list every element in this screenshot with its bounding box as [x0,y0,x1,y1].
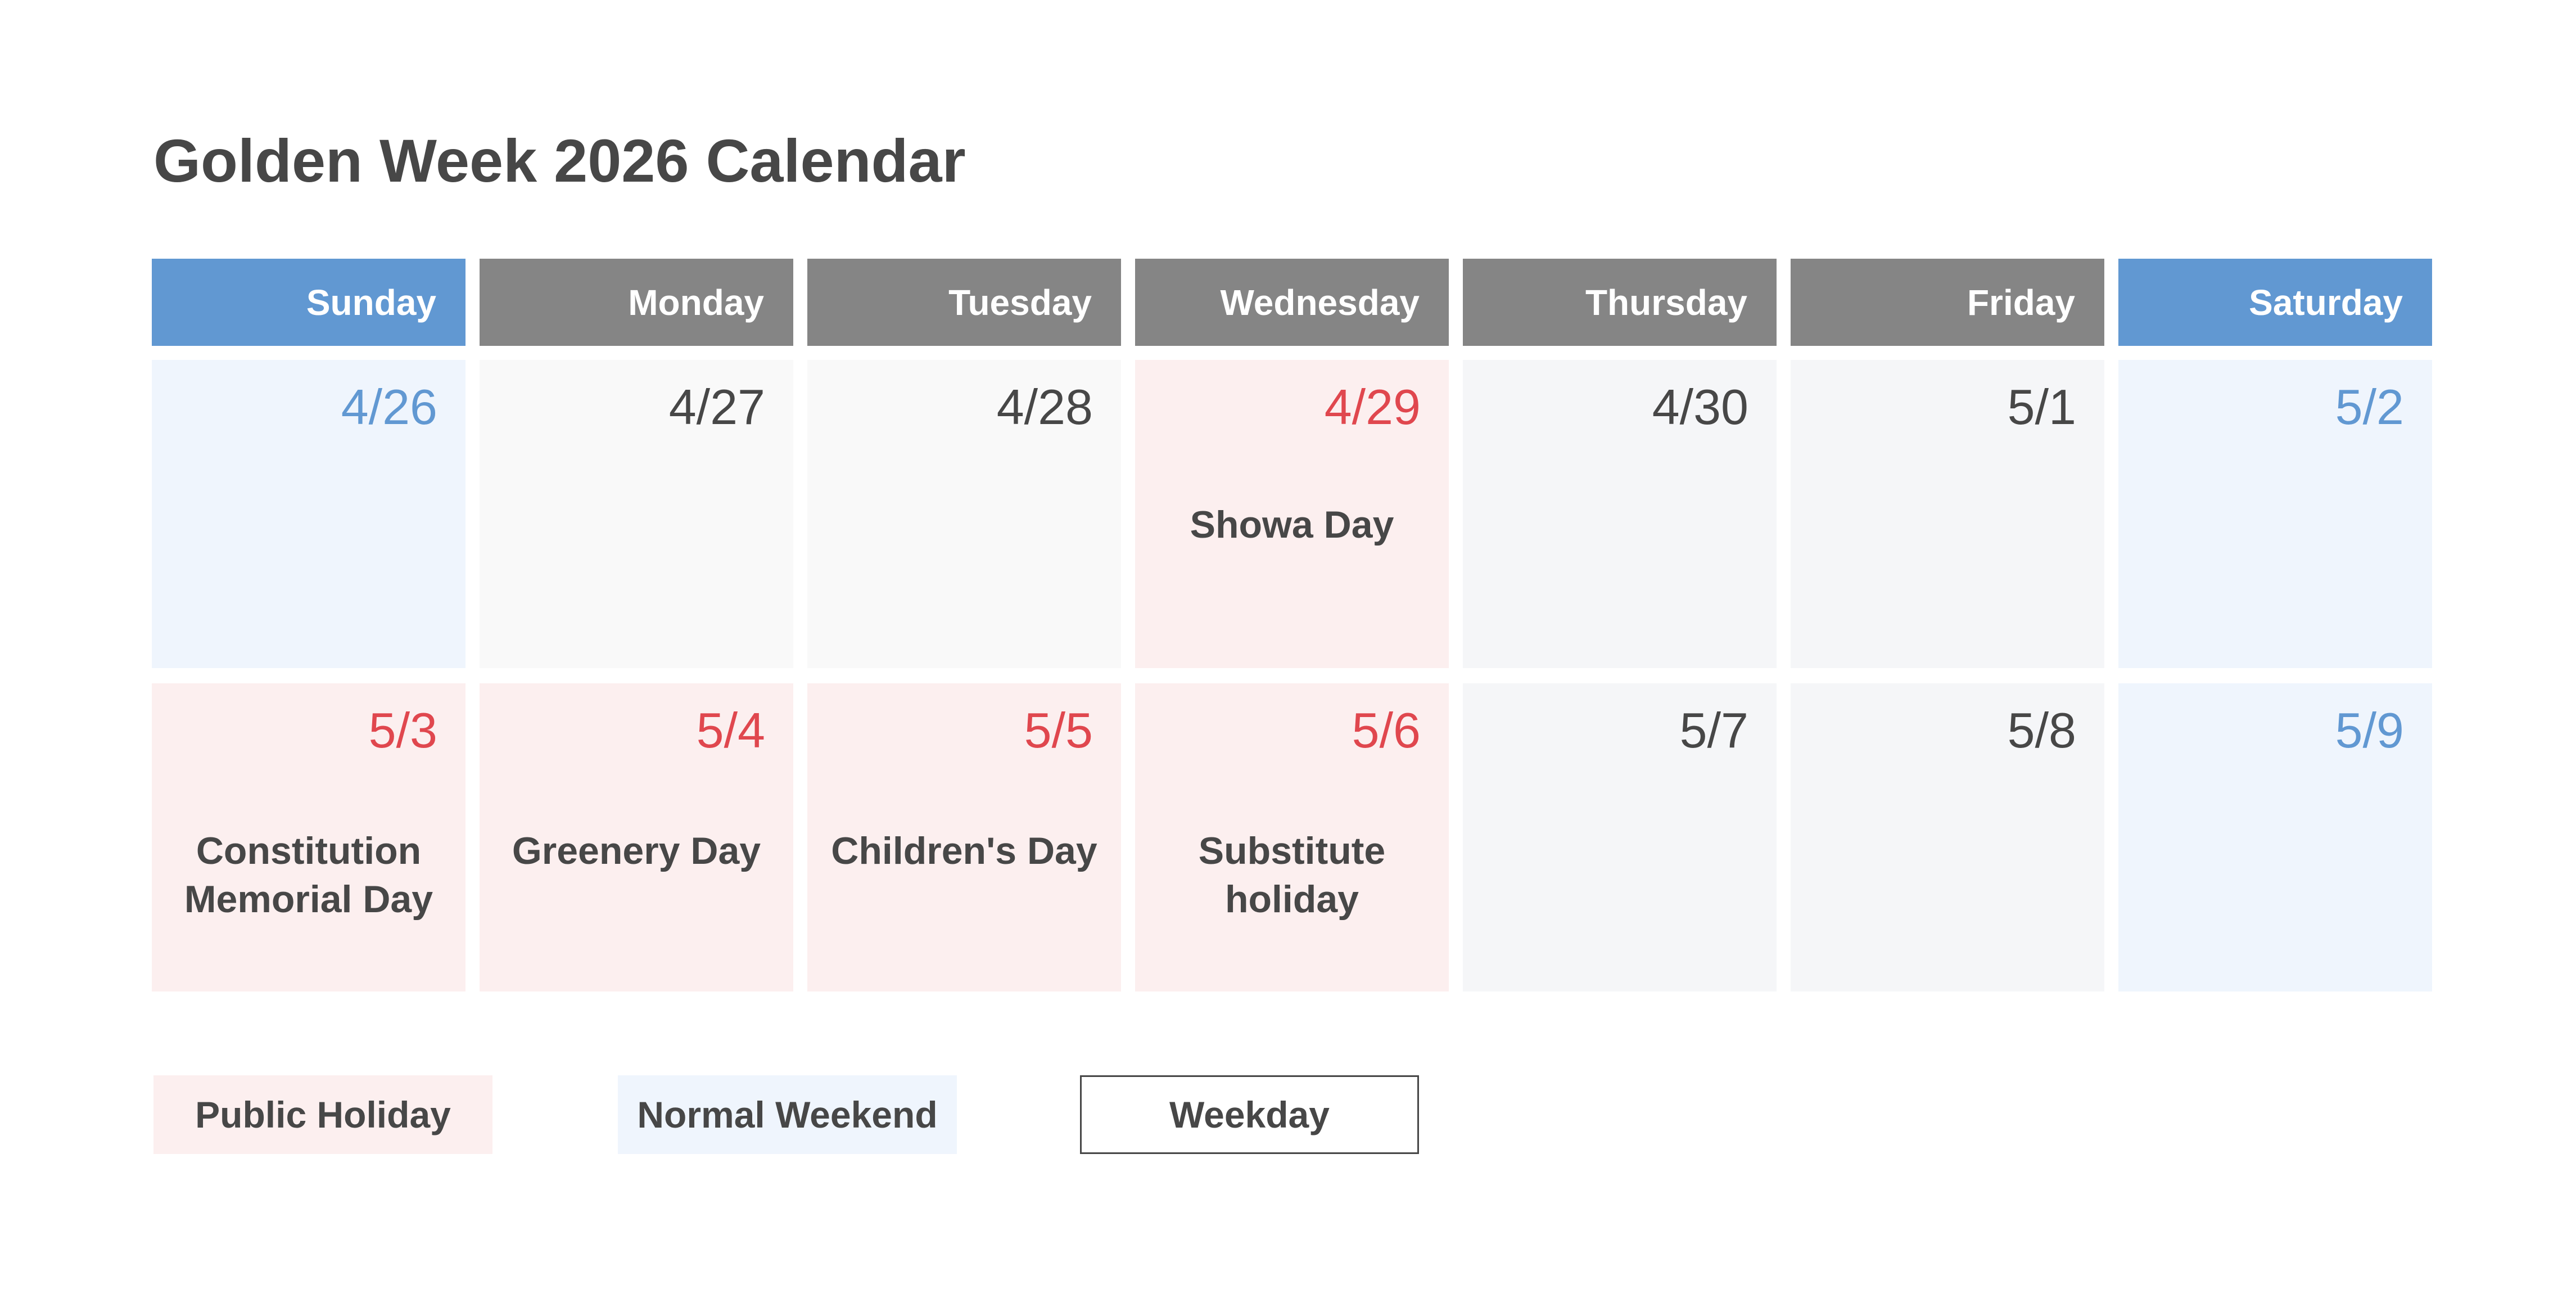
day-date: 5/5 [1024,702,1093,758]
day-cell: 4/30 [1463,360,1777,668]
header-saturday: Saturday [2118,259,2432,346]
day-date: 4/29 [1324,379,1421,435]
day-cell: 5/2 [2118,360,2432,668]
day-cell: 4/29 Showa Day [1135,360,1449,668]
day-cell: 5/7 [1463,683,1777,991]
day-date: 5/1 [2007,379,2076,435]
day-cell: 4/27 [480,360,793,668]
day-date: 5/8 [2007,702,2076,758]
day-cell: 5/4 Greenery Day [480,683,793,991]
day-cell: 4/26 [152,360,466,668]
day-date: 5/7 [1679,702,1748,758]
day-cell: 5/8 [1791,683,2104,991]
page-title: Golden Week 2026 Calendar [153,127,966,195]
holiday-name: Showa Day [1190,503,1394,546]
header-monday: Monday [480,259,793,346]
day-date: 4/30 [1652,379,1748,435]
legend-weekday: Weekday [1080,1075,1419,1154]
holiday-name: Greenery Day [512,830,761,872]
day-date: 4/26 [341,379,437,435]
weekday-header-row: Sunday Monday Tuesday Wednesday Thursday… [152,259,2432,346]
holiday-name: Substitute holiday [1198,830,1386,921]
day-cell: 5/9 [2118,683,2432,991]
header-wednesday: Wednesday [1135,259,1449,346]
day-date: 5/6 [1352,702,1421,758]
header-friday: Friday [1791,259,2104,346]
header-sunday: Sunday [152,259,466,346]
holiday-name: Children's Day [831,830,1097,872]
day-date: 4/27 [668,379,765,435]
day-cell: 5/1 [1791,360,2104,668]
legend-normal-weekend: Normal Weekend [618,1075,957,1154]
day-cell: 5/3 Constitution Memorial Day [152,683,466,991]
holiday-name: Constitution Memorial Day [184,830,433,921]
legend-public-holiday: Public Holiday [153,1075,492,1154]
day-date: 5/2 [2335,379,2404,435]
header-tuesday: Tuesday [807,259,1121,346]
day-date: 5/9 [2335,702,2404,758]
day-cell: 5/5 Children's Day [807,683,1121,991]
week-row-1: 4/26 4/27 4/28 4/29 Showa Day 4/30 5/1 5… [152,360,2432,668]
header-thursday: Thursday [1463,259,1777,346]
day-cell: 4/28 [807,360,1121,668]
day-date: 5/4 [696,702,765,758]
day-date: 4/28 [996,379,1093,435]
week-row-2: 5/3 Constitution Memorial Day 5/4 Greene… [152,683,2432,991]
day-date: 5/3 [368,702,437,758]
day-cell: 5/6 Substitute holiday [1135,683,1449,991]
